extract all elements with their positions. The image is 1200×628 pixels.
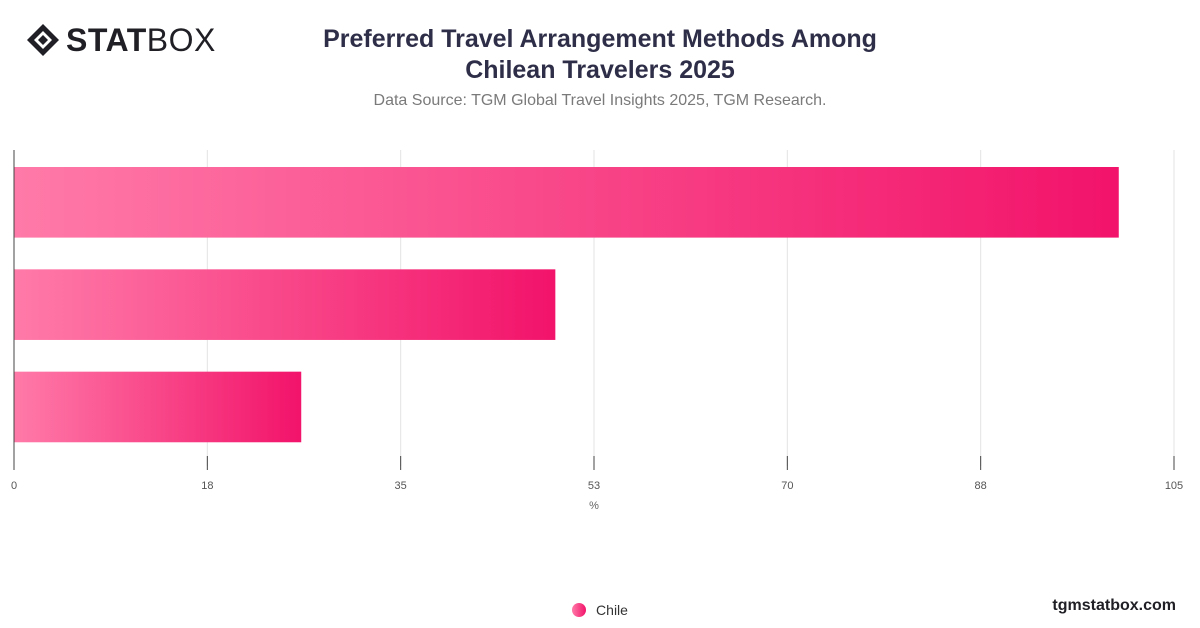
chart-subtitle: Data Source: TGM Global Travel Insights … <box>373 92 827 109</box>
x-axis-unit-label: % <box>589 500 599 512</box>
bar-chile-2[interactable] <box>14 269 556 340</box>
legend-dot-chile <box>572 603 587 617</box>
footer-site-url[interactable]: tgmstatbox.com <box>1052 597 1176 614</box>
x-tick-label: 0 <box>11 480 17 492</box>
chart-legend[interactable]: Chile <box>0 602 1200 618</box>
statbox-logo: STATBOX <box>26 22 216 58</box>
logo-text-light: BOX <box>146 22 216 58</box>
x-tick-label: 18 <box>201 480 213 492</box>
x-tick-label: 35 <box>395 480 407 492</box>
bar-chile-3[interactable] <box>14 371 302 443</box>
bar-chile-1[interactable] <box>14 167 1119 238</box>
x-tick-label: 70 <box>781 480 793 492</box>
x-tick-label: 53 <box>588 480 600 492</box>
chart-title-line-2: Chilean Travelers 2025 <box>465 56 735 84</box>
logo-text-strong: STAT <box>66 22 147 58</box>
chart-title: Preferred Travel Arrangement Methods Amo… <box>0 24 1200 86</box>
x-tick-label: 105 <box>1165 480 1183 492</box>
logo-text: STATBOX <box>66 22 216 58</box>
statbox-diamond-icon <box>27 24 59 56</box>
x-tick-label: 88 <box>975 480 987 492</box>
legend-label-chile: Chile <box>596 602 628 618</box>
chart-title-line-1: Preferred Travel Arrangement Methods Amo… <box>323 25 877 53</box>
